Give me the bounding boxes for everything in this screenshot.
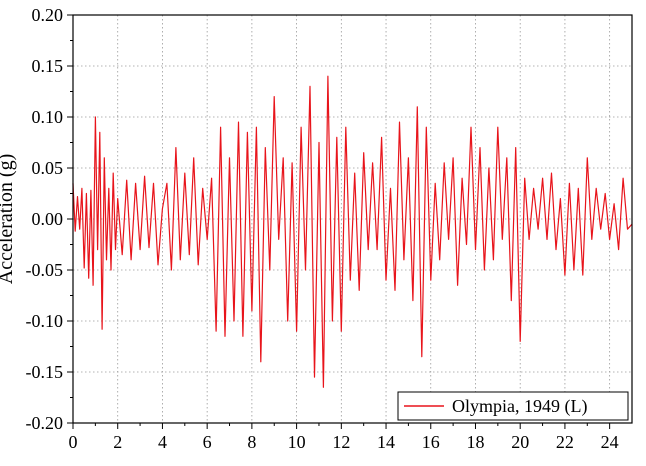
x-tick-label: 16 <box>422 432 440 452</box>
legend-label: Olympia, 1949 (L) <box>452 396 587 417</box>
y-tick-label: -0.10 <box>26 311 64 331</box>
y-tick-label: -0.20 <box>26 413 64 433</box>
axis-ticks: 0 2 4 6 8 10 12 14 16 18 20 22 240.200.150.100.050.0… <box>26 5 619 452</box>
x-tick-label: 10 <box>288 432 306 452</box>
y-tick-label: 0.15 <box>32 56 64 76</box>
x-tick-label: 24 <box>601 432 619 452</box>
x-tick-label: 8 <box>247 432 256 452</box>
x-tick-label: 4 <box>158 432 167 452</box>
series-line-0 <box>72 75 633 388</box>
y-tick-label: -0.05 <box>26 260 64 280</box>
x-tick-label: 6 <box>203 432 212 452</box>
x-tick-label: 2 <box>113 432 122 452</box>
series-layer <box>72 75 633 388</box>
grid-lines <box>73 15 632 423</box>
x-tick-label: 22 <box>556 432 574 452</box>
y-tick-label: 0.20 <box>32 5 64 25</box>
y-tick-label: 0.05 <box>32 158 64 178</box>
y-tick-label: 0.10 <box>32 107 64 127</box>
x-tick-label: 0 <box>69 432 78 452</box>
x-tick-label: 20 <box>511 432 529 452</box>
y-tick-label: -0.15 <box>26 362 64 382</box>
y-axis-title: Acceleration (g) <box>0 154 17 284</box>
x-tick-label: 18 <box>466 432 484 452</box>
legend: Olympia, 1949 (L) <box>397 391 629 421</box>
x-tick-label: 14 <box>377 432 395 452</box>
x-tick-label: 12 <box>332 432 350 452</box>
y-tick-label: 0.00 <box>32 209 64 229</box>
